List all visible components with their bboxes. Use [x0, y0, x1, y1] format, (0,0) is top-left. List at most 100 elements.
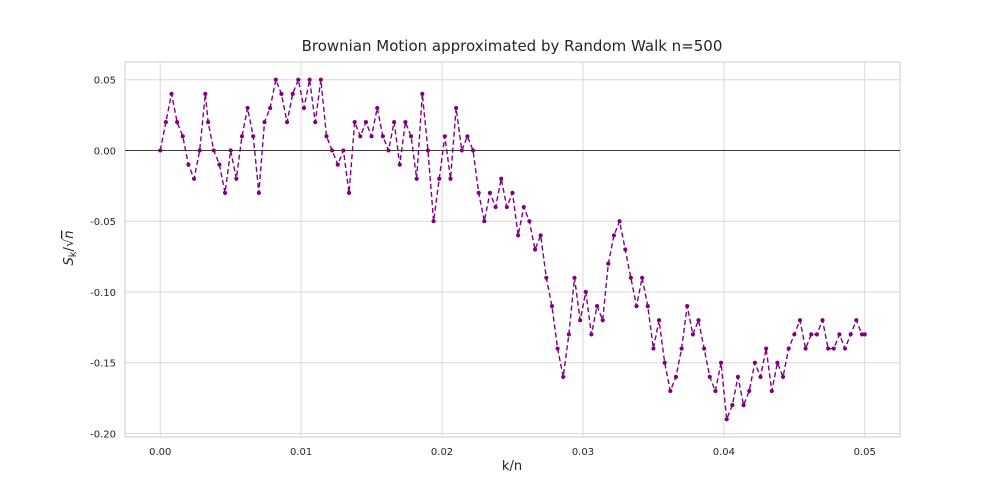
series-point	[814, 332, 819, 337]
series-point	[516, 233, 521, 238]
x-tick-label: 0.01	[290, 447, 312, 458]
series-point	[831, 346, 836, 351]
series-point	[527, 219, 532, 224]
series-point	[273, 77, 278, 82]
series-point	[662, 360, 667, 365]
series-point	[307, 77, 312, 82]
series-point	[414, 176, 419, 181]
series-point	[561, 374, 566, 379]
y-axis-label-tail: n	[62, 231, 77, 239]
series-point	[617, 219, 622, 224]
chart-title: Brownian Motion approximated by Random W…	[302, 37, 723, 55]
series-point	[392, 120, 397, 125]
x-tick-label: 0.02	[431, 447, 453, 458]
series-point	[222, 190, 228, 195]
series-point	[408, 134, 414, 139]
series-point	[346, 190, 352, 195]
series-point	[448, 176, 453, 181]
series-point	[758, 374, 763, 379]
series-point	[854, 318, 859, 323]
series-point	[442, 134, 447, 139]
series-point	[797, 318, 803, 323]
series-point	[600, 318, 605, 323]
series-point	[578, 318, 583, 323]
series-point	[279, 91, 284, 96]
y-tick-label: -0.05	[90, 217, 116, 228]
series-point	[493, 204, 498, 210]
series-point	[470, 148, 476, 153]
series-point	[741, 403, 746, 408]
series-point	[702, 346, 707, 351]
series-point	[296, 77, 301, 82]
series-point	[375, 105, 380, 111]
series-point	[764, 346, 769, 351]
series-point	[487, 190, 493, 195]
series-point	[848, 332, 853, 337]
series-point	[163, 120, 168, 125]
series-point	[186, 162, 191, 167]
series-point	[752, 360, 757, 365]
y-tick-label: -0.20	[90, 429, 116, 440]
series-point	[318, 77, 323, 82]
series-point	[341, 148, 346, 153]
series-point	[335, 162, 340, 167]
y-tick-label: 0.05	[94, 76, 116, 87]
x-tick-label: 0.04	[713, 447, 735, 458]
series-point	[544, 275, 549, 280]
series-point	[369, 134, 374, 139]
series-point	[459, 148, 464, 153]
series-point	[572, 275, 577, 280]
series-point	[747, 388, 752, 394]
series-point	[499, 176, 504, 181]
series-point	[158, 148, 163, 153]
series-point	[538, 233, 543, 238]
series-point	[685, 304, 690, 309]
series-point	[555, 346, 560, 351]
series-point	[696, 318, 701, 323]
series-point	[358, 134, 363, 139]
series-point	[679, 346, 684, 351]
series-point	[656, 318, 662, 323]
grid-layer	[125, 62, 900, 437]
series-point	[803, 346, 808, 351]
series-point	[324, 134, 329, 139]
series-point	[268, 105, 273, 111]
series-point	[549, 304, 555, 309]
series-point	[425, 148, 431, 153]
series-point	[521, 204, 526, 210]
series-point	[454, 105, 459, 111]
y-tick-label: -0.15	[90, 359, 116, 370]
series-point	[363, 120, 369, 125]
series-point	[175, 120, 180, 125]
series-point	[769, 388, 774, 394]
x-tick-label: 0.03	[572, 447, 594, 458]
series-point	[634, 304, 639, 309]
series-point	[826, 346, 831, 351]
series-point	[228, 148, 233, 153]
series-point	[707, 374, 712, 379]
series-point	[611, 233, 617, 238]
series-point	[203, 91, 208, 96]
series-point	[245, 105, 250, 111]
y-axis-label-main: S	[62, 257, 77, 265]
series-point	[313, 120, 318, 125]
y-tick-label: 0.00	[94, 146, 116, 157]
series-point	[713, 388, 718, 394]
series-point	[465, 134, 470, 139]
series-point	[589, 332, 594, 337]
series-point	[191, 176, 197, 181]
series-point	[239, 134, 245, 139]
y-axis-label-slash: /	[62, 246, 77, 251]
series-point	[792, 332, 797, 337]
series-point	[532, 247, 538, 252]
series-point	[673, 374, 679, 379]
series-point	[623, 247, 628, 252]
series-point	[510, 190, 515, 195]
series-point	[668, 388, 673, 394]
series-point	[594, 304, 600, 309]
series-point	[780, 374, 786, 379]
series-point	[583, 289, 588, 295]
series-point	[724, 417, 729, 422]
plot-area	[124, 61, 901, 438]
series-point	[786, 346, 791, 351]
